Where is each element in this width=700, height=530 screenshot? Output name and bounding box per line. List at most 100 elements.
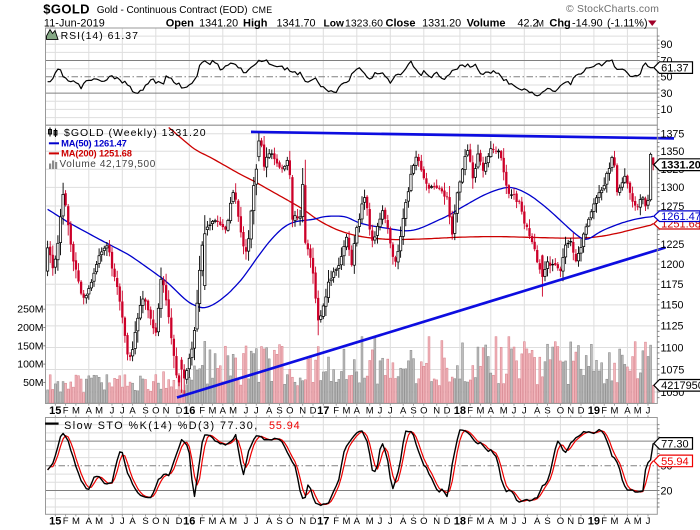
svg-text:S: S: [276, 516, 282, 527]
svg-text:O: O: [420, 405, 427, 416]
svg-text:250M: 250M: [17, 304, 43, 316]
svg-text:D: D: [578, 516, 585, 527]
svg-text:M: M: [537, 18, 544, 28]
svg-text:J: J: [120, 516, 125, 527]
svg-text:M: M: [477, 405, 485, 416]
svg-text:M: M: [229, 405, 237, 416]
svg-text:1341.70: 1341.70: [277, 17, 316, 29]
svg-text:A: A: [354, 516, 361, 527]
svg-text:A: A: [86, 516, 93, 527]
svg-text:F: F: [199, 516, 205, 527]
svg-text:RSI(14) 61.37: RSI(14) 61.37: [61, 30, 139, 42]
svg-text:1323.60: 1323.60: [345, 17, 383, 29]
svg-text:O: O: [286, 516, 293, 527]
svg-text:M: M: [366, 516, 374, 527]
svg-text:77.30: 77.30: [661, 438, 689, 450]
svg-text:O: O: [420, 516, 427, 527]
svg-text:J: J: [388, 516, 393, 527]
svg-text:Slow STO %K(14) %D(3) 77.30,: Slow STO %K(14) %D(3) 77.30,: [64, 420, 259, 432]
svg-text:N: N: [299, 405, 306, 416]
svg-text:F: F: [467, 405, 473, 416]
svg-text:1200: 1200: [661, 259, 685, 271]
svg-text:J: J: [120, 405, 125, 416]
svg-text:1375: 1375: [661, 129, 685, 141]
svg-text:J: J: [522, 516, 527, 527]
svg-text:1175: 1175: [661, 279, 684, 291]
svg-text:S: S: [410, 405, 416, 416]
svg-text:Gold - Continuous Contract (EO: Gold - Continuous Contract (EOD): [97, 5, 248, 16]
svg-text:S: S: [142, 516, 148, 527]
svg-text:1331.20: 1331.20: [422, 17, 461, 29]
svg-text:D: D: [176, 516, 183, 527]
svg-text:J: J: [522, 405, 527, 416]
svg-text:1125: 1125: [661, 321, 684, 333]
svg-text:J: J: [512, 405, 517, 416]
svg-text:M: M: [634, 516, 642, 527]
svg-text:$GOLD: $GOLD: [43, 2, 90, 17]
svg-text:O: O: [557, 516, 564, 527]
svg-text:1225: 1225: [661, 239, 685, 251]
svg-text:J: J: [254, 405, 259, 416]
svg-text:M: M: [500, 516, 508, 527]
svg-text:D: D: [310, 516, 317, 527]
svg-text:42.2: 42.2: [518, 17, 539, 29]
svg-text:M: M: [477, 516, 485, 527]
svg-text:N: N: [433, 516, 440, 527]
svg-text:F: F: [601, 405, 607, 416]
svg-text:J: J: [110, 516, 115, 527]
svg-text:17: 17: [317, 516, 329, 528]
svg-text:50: 50: [661, 72, 673, 84]
svg-text:A: A: [220, 516, 227, 527]
svg-text:Volume: Volume: [467, 17, 506, 29]
svg-text:Open: Open: [166, 17, 194, 29]
svg-text:© StockCharts.com: © StockCharts.com: [566, 4, 659, 15]
svg-text:42179500: 42179500: [661, 380, 700, 392]
svg-text:O: O: [557, 405, 564, 416]
svg-text:D: D: [310, 405, 317, 416]
svg-text:J: J: [110, 405, 115, 416]
svg-text:M: M: [500, 405, 508, 416]
svg-text:A: A: [86, 405, 93, 416]
svg-text:A: A: [220, 405, 227, 416]
svg-text:D: D: [176, 405, 183, 416]
svg-text:MA(200) 1251.68: MA(200) 1251.68: [61, 148, 132, 159]
svg-text:1100: 1100: [661, 342, 684, 354]
svg-text:M: M: [95, 405, 103, 416]
svg-text:A: A: [129, 405, 136, 416]
svg-text:M: M: [366, 405, 374, 416]
svg-text:A: A: [488, 405, 495, 416]
svg-text:F: F: [199, 405, 205, 416]
svg-text:S: S: [544, 405, 550, 416]
svg-text:M: M: [72, 516, 80, 527]
svg-text:D: D: [444, 405, 451, 416]
svg-text:O: O: [152, 516, 159, 527]
svg-text:20: 20: [661, 485, 673, 497]
svg-text:N: N: [163, 516, 170, 527]
svg-text:D: D: [578, 405, 585, 416]
svg-text:A: A: [266, 405, 273, 416]
svg-text:F: F: [333, 516, 339, 527]
svg-text:J: J: [254, 516, 259, 527]
svg-text:J: J: [244, 405, 249, 416]
svg-text:A: A: [354, 405, 361, 416]
svg-text:F: F: [333, 405, 339, 416]
svg-text:$GOLD (Weekly) 1331.20: $GOLD (Weekly) 1331.20: [64, 127, 207, 139]
svg-text:J: J: [378, 405, 383, 416]
svg-text:1275: 1275: [661, 201, 685, 213]
svg-text:D: D: [444, 516, 451, 527]
svg-text:A: A: [129, 516, 136, 527]
svg-text:J: J: [244, 516, 249, 527]
svg-text:J: J: [512, 516, 517, 527]
svg-text:1261.47: 1261.47: [661, 211, 700, 223]
svg-text:A: A: [400, 516, 407, 527]
svg-text:M: M: [209, 516, 217, 527]
svg-text:200M: 200M: [17, 322, 43, 334]
svg-text:J: J: [388, 405, 393, 416]
svg-text:S: S: [410, 516, 416, 527]
svg-text:10: 10: [661, 104, 673, 116]
svg-text:15: 15: [49, 405, 61, 417]
svg-text:M: M: [611, 516, 619, 527]
svg-text:19: 19: [588, 516, 600, 528]
svg-text:1331.20: 1331.20: [661, 160, 700, 172]
svg-text:61.37: 61.37: [661, 63, 689, 75]
